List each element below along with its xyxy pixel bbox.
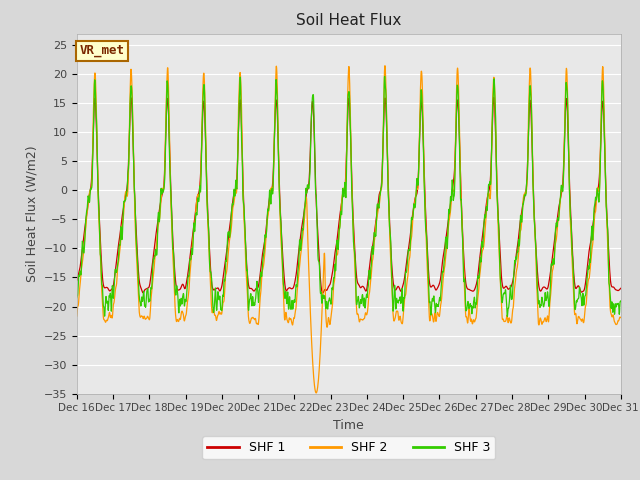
Line: SHF 3: SHF 3 [77,76,621,316]
SHF 3 [376,192,384,198]
SHF 3 [584,263,592,269]
SHF 1 [319,290,326,296]
SHF 3 [73,295,81,300]
SHF 2 [570,281,577,287]
SHF 3 [504,313,511,319]
SHF 1 [617,286,625,291]
Text: VR_met: VR_met [79,44,125,58]
Title: Soil Heat Flux: Soil Heat Flux [296,13,401,28]
SHF 2 [584,277,592,283]
SHF 1 [225,233,232,239]
SHF 2 [617,315,625,321]
Legend: SHF 1, SHF 2, SHF 3: SHF 1, SHF 2, SHF 3 [202,436,495,459]
SHF 3 [508,295,515,300]
SHF 3 [365,283,372,288]
SHF 3 [225,229,232,235]
SHF 3 [570,265,577,271]
SHF 3 [381,73,388,79]
SHF 2 [365,295,372,301]
Line: SHF 2: SHF 2 [77,66,621,393]
SHF 2 [73,313,81,319]
SHF 1 [584,255,592,261]
SHF 2 [312,390,320,396]
SHF 1 [73,278,81,284]
SHF 2 [508,320,515,325]
SHF 1 [490,95,498,100]
Y-axis label: Soil Heat Flux (W/m2): Soil Heat Flux (W/m2) [25,145,38,282]
SHF 1 [570,262,577,267]
SHF 3 [617,298,625,304]
Line: SHF 1: SHF 1 [77,97,621,293]
SHF 1 [508,284,515,289]
SHF 2 [376,189,384,194]
X-axis label: Time: Time [333,419,364,432]
SHF 1 [365,272,372,278]
SHF 1 [376,188,384,194]
SHF 2 [381,63,388,69]
SHF 2 [225,248,232,253]
